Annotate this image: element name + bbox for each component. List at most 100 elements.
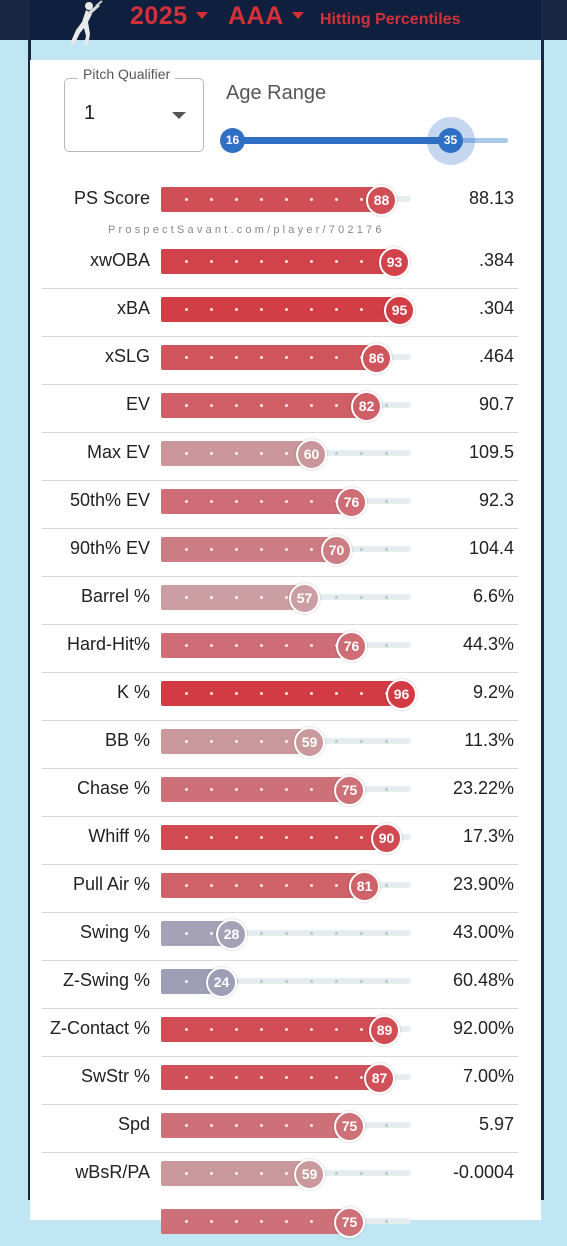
percentile-bubble: 24 bbox=[206, 967, 237, 998]
percentile-bubble: 70 bbox=[321, 535, 352, 566]
metric-row: Max EV 60 109.5 bbox=[30, 430, 541, 478]
tick-dot bbox=[185, 692, 188, 695]
tick-dot bbox=[360, 198, 363, 201]
metric-row: Hard-Hit% 76 44.3% bbox=[30, 622, 541, 670]
age-min-thumb[interactable]: 16 bbox=[220, 128, 245, 153]
tick-dot bbox=[235, 500, 238, 503]
metric-value: 11.3% bbox=[464, 730, 514, 750]
tick-dot bbox=[335, 260, 338, 263]
tick-dot bbox=[360, 548, 363, 551]
tick-dot bbox=[185, 884, 188, 887]
metric-value: 104.4 bbox=[468, 538, 514, 558]
percentile-tick-dots bbox=[161, 692, 411, 695]
metric-row: PS Score 88 88.13 bbox=[30, 176, 541, 224]
tick-dot bbox=[335, 308, 338, 311]
row-divider bbox=[42, 576, 518, 577]
metric-row: xSLG 86 .464 bbox=[30, 334, 541, 382]
tick-dot bbox=[360, 980, 363, 983]
age-range-slider-active[interactable] bbox=[232, 137, 450, 144]
tick-dot bbox=[385, 1172, 388, 1175]
tick-dot bbox=[185, 404, 188, 407]
tick-dot bbox=[260, 1172, 263, 1175]
right-frame-border bbox=[541, 40, 544, 1200]
tick-dot bbox=[235, 740, 238, 743]
metric-value: 109.5 bbox=[468, 442, 514, 462]
metric-value: 88.13 bbox=[468, 188, 514, 208]
metric-row: BB % 59 11.3% bbox=[30, 718, 541, 766]
metric-row: 90th% EV 70 104.4 bbox=[30, 526, 541, 574]
row-divider bbox=[42, 528, 518, 529]
percentile-tick-dots bbox=[161, 1220, 411, 1223]
metric-label: xSLG bbox=[104, 346, 150, 366]
metric-label: Max EV bbox=[86, 442, 150, 462]
percentile-bubble: 57 bbox=[289, 583, 320, 614]
pitch-qualifier-chevron-down-icon[interactable] bbox=[172, 112, 186, 119]
percentile-bubble: 88 bbox=[366, 185, 397, 216]
metric-row: xwOBA 93 .384 bbox=[30, 238, 541, 286]
tick-dot bbox=[385, 1124, 388, 1127]
tick-dot bbox=[310, 260, 313, 263]
tick-dot bbox=[185, 356, 188, 359]
percentile-bubble: 75 bbox=[334, 1111, 365, 1142]
metric-value: 92.3 bbox=[478, 490, 514, 510]
level-select[interactable]: AAA bbox=[228, 2, 304, 31]
tick-dot bbox=[210, 932, 213, 935]
tick-dot bbox=[310, 692, 313, 695]
percentile-bubble: 87 bbox=[364, 1063, 395, 1094]
tick-dot bbox=[285, 356, 288, 359]
tick-dot bbox=[235, 692, 238, 695]
percentile-tick-dots bbox=[161, 452, 411, 455]
tick-dot bbox=[235, 404, 238, 407]
metric-label: Z-Swing % bbox=[62, 970, 150, 990]
metric-label: Hard-Hit% bbox=[66, 634, 150, 654]
percentile-bubble: 81 bbox=[349, 871, 380, 902]
tick-dot bbox=[310, 198, 313, 201]
tick-dot bbox=[335, 1172, 338, 1175]
tick-dot bbox=[360, 740, 363, 743]
percentile-bar-fill bbox=[161, 585, 304, 610]
tick-dot bbox=[210, 788, 213, 791]
percentile-bubble: 28 bbox=[216, 919, 247, 950]
tick-dot bbox=[260, 836, 263, 839]
percentile-bubble: 89 bbox=[369, 1015, 400, 1046]
tick-dot bbox=[210, 1076, 213, 1079]
metric-label: xwOBA bbox=[89, 250, 150, 270]
row-divider bbox=[42, 336, 518, 337]
tick-dot bbox=[185, 788, 188, 791]
tick-dot bbox=[260, 198, 263, 201]
tick-dot bbox=[385, 1220, 388, 1223]
tick-dot bbox=[385, 884, 388, 887]
percentile-bar-fill bbox=[161, 1065, 379, 1090]
age-max-thumb[interactable]: 35 bbox=[438, 128, 463, 153]
metric-value: 23.22% bbox=[452, 778, 514, 798]
tick-dot bbox=[285, 692, 288, 695]
tick-dot bbox=[285, 596, 288, 599]
tick-dot bbox=[235, 308, 238, 311]
metric-label: Barrel % bbox=[80, 586, 150, 606]
year-select[interactable]: 2025 bbox=[130, 2, 208, 31]
tick-dot bbox=[335, 198, 338, 201]
percentile-tick-dots bbox=[161, 548, 411, 551]
tick-dot bbox=[310, 788, 313, 791]
percentile-tick-dots bbox=[161, 596, 411, 599]
tick-dot bbox=[260, 500, 263, 503]
watermark: ProspectSavant.com/player/702176 bbox=[108, 224, 385, 236]
metric-value: .464 bbox=[478, 346, 514, 366]
tick-dot bbox=[260, 980, 263, 983]
metric-value: 7.00% bbox=[462, 1066, 514, 1086]
tick-dot bbox=[260, 452, 263, 455]
tick-dot bbox=[285, 198, 288, 201]
percentile-bubble: 82 bbox=[351, 391, 382, 422]
tick-dot bbox=[260, 548, 263, 551]
row-divider bbox=[42, 624, 518, 625]
tick-dot bbox=[385, 980, 388, 983]
tick-dot bbox=[360, 836, 363, 839]
tick-dot bbox=[235, 884, 238, 887]
metric-value: -0.0004 bbox=[452, 1162, 514, 1182]
tick-dot bbox=[235, 452, 238, 455]
metric-value: 90.7 bbox=[478, 394, 514, 414]
metric-value: 92.00% bbox=[452, 1018, 514, 1038]
pitch-qualifier-value: 1 bbox=[84, 102, 96, 124]
percentile-bar-fill bbox=[161, 345, 376, 370]
tick-dot bbox=[310, 1220, 313, 1223]
